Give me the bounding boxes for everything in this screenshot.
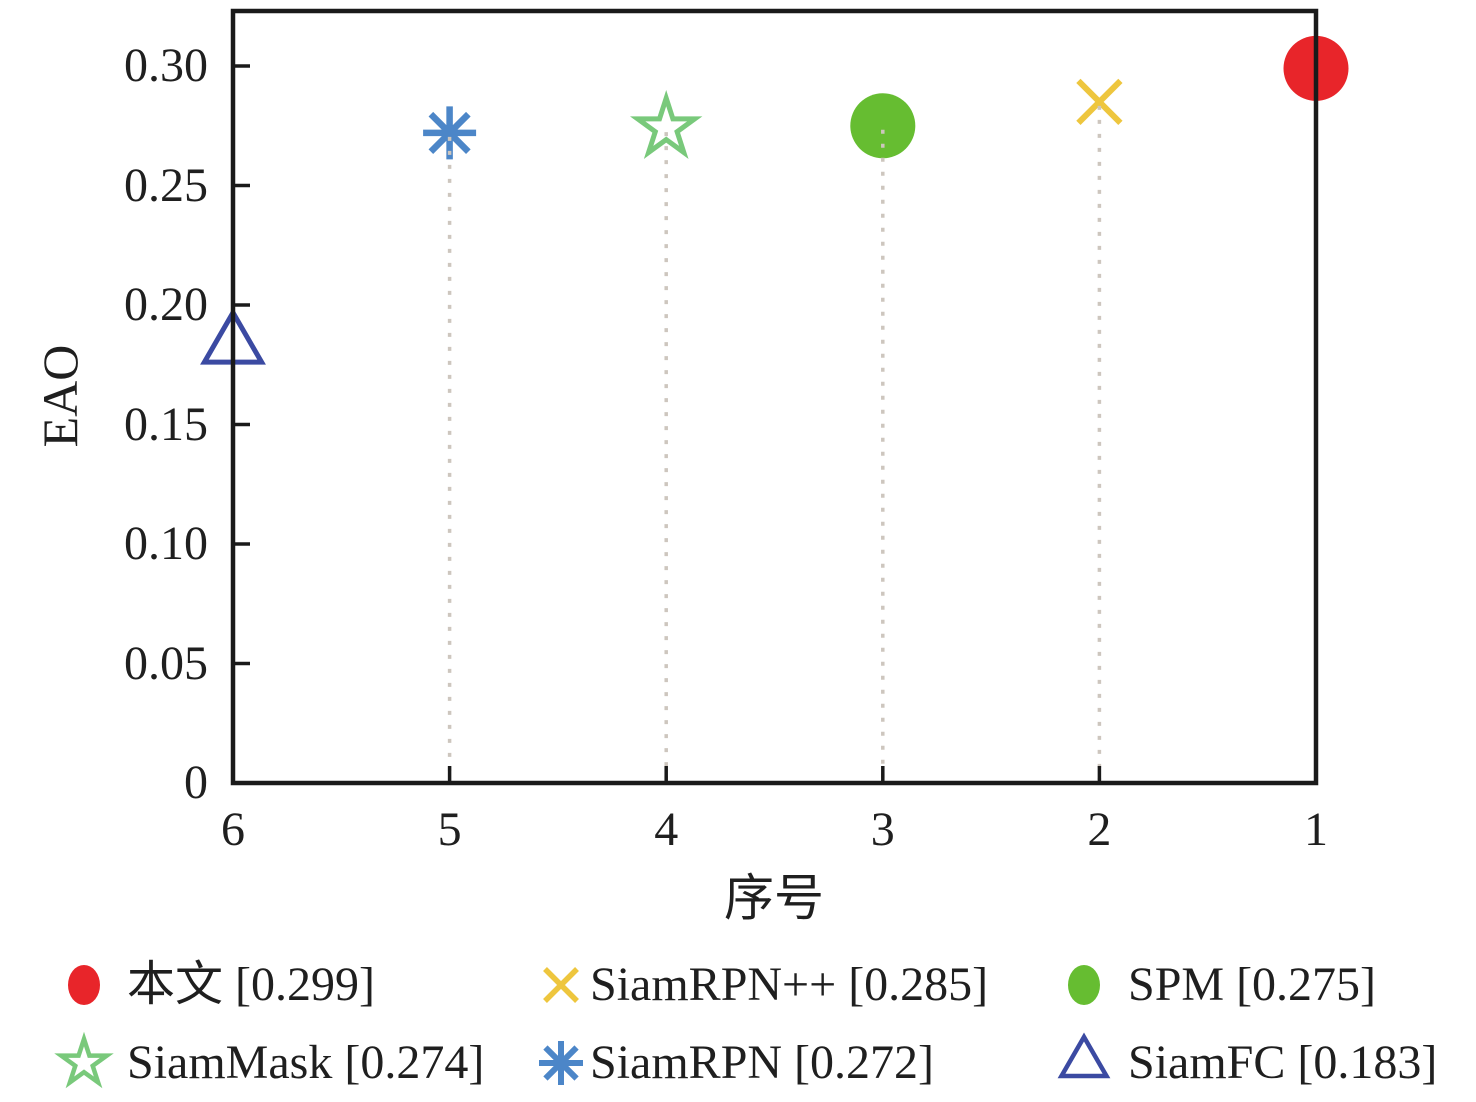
legend-filled-circle-icon	[1068, 965, 1100, 1005]
legend-glyph-SPM	[1068, 965, 1100, 1005]
data-point-SPM	[850, 93, 916, 159]
y-tick-label-0.15: 0.15	[124, 397, 208, 451]
legend-label-SiamRPN: SiamRPN [0.272]	[590, 1036, 935, 1089]
data-point-SiamRPN	[423, 106, 477, 160]
legend-label-SiamMask: SiamMask [0.274]	[127, 1036, 485, 1089]
legend-label-SiamRPN++: SiamRPN++ [0.285]	[590, 958, 989, 1011]
x-tick-label-6: 6	[221, 803, 245, 856]
y-tick-label-0.05: 0.05	[124, 636, 208, 690]
plot-border	[230, 8, 1319, 786]
droplines-layer	[447, 105, 1102, 780]
legend-glyph-本文	[68, 965, 100, 1005]
legend-label-本文: 本文 [0.299]	[127, 958, 375, 1011]
y-tick-label-0: 0	[184, 756, 208, 809]
data-point-SiamRPN++	[1076, 78, 1123, 125]
y-tick-label-0.20: 0.20	[124, 278, 208, 331]
legend-open-triangle-icon	[1057, 1032, 1111, 1079]
legend-asterisk-icon	[539, 1041, 583, 1085]
legend-glyph-SiamFC	[1057, 1032, 1111, 1079]
legend-open-star-icon	[54, 1031, 114, 1089]
x-axis-title: 序号	[724, 870, 824, 926]
data-point-SiamMask	[630, 89, 703, 159]
legend-glyph-SiamMask	[54, 1031, 114, 1089]
legend-glyph-SiamRPN	[539, 1041, 583, 1085]
y-tick-label-0.25: 0.25	[124, 158, 208, 212]
y-tick-label-0.30: 0.30	[124, 39, 208, 92]
x-tick-label-1: 1	[1304, 803, 1328, 856]
legend-label-SPM: SPM [0.275]	[1128, 958, 1377, 1011]
x-tick-label-2: 2	[1087, 803, 1112, 856]
x-tick-label-5: 5	[437, 803, 462, 856]
x-tick-label-3: 3	[870, 803, 895, 856]
legend-label-SiamFC: SiamFC [0.183]	[1128, 1036, 1438, 1089]
y-tick-label-0.10: 0.10	[124, 517, 208, 570]
legend-filled-circle-icon	[68, 965, 100, 1005]
x-tick-label-4: 4	[654, 803, 679, 856]
data-points-layer	[200, 35, 1349, 365]
legend-glyph-SiamRPN++	[543, 967, 579, 1003]
axes-layer	[230, 8, 1319, 786]
legend-x-cross-icon	[543, 967, 579, 1003]
